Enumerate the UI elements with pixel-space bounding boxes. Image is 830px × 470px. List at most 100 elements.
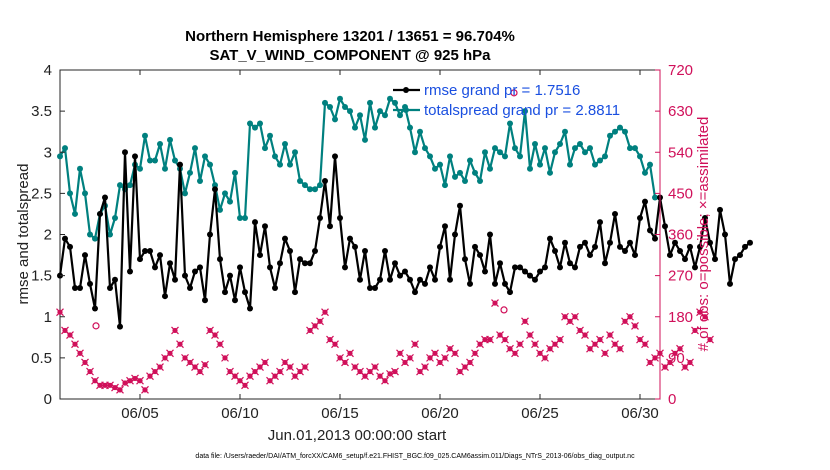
obs-point: [606, 331, 614, 339]
spread-point: [362, 136, 368, 143]
rmse-point: [722, 231, 728, 238]
obs-point: [531, 340, 539, 349]
obs-point: [391, 367, 399, 376]
y-tick-label-left: 4: [44, 62, 52, 79]
obs-point: [511, 349, 519, 358]
spread-point: [302, 182, 308, 189]
obs-point-cross: [411, 340, 419, 349]
rmse-point: [627, 239, 633, 246]
spread-point: [497, 149, 503, 156]
obs-point-cross: [526, 331, 534, 339]
obs-point: [211, 331, 219, 339]
obs-point-cross: [531, 340, 539, 349]
obs-point-cross: [76, 349, 84, 358]
spread-point: [552, 149, 558, 156]
rmse-point: [307, 260, 313, 267]
spread-point: [377, 108, 383, 115]
rmse-point: [142, 247, 148, 254]
spread-point: [422, 145, 428, 152]
obs-point-cross: [176, 340, 184, 349]
spread-point: [252, 124, 258, 131]
y-tick-label-left: 2.5: [31, 185, 52, 202]
y-tick-label-left: 3.5: [31, 103, 52, 120]
obs-point-cross: [211, 331, 219, 339]
rmse-point: [692, 264, 698, 271]
rmse-point: [152, 264, 158, 271]
spread-point: [352, 124, 358, 131]
obs-point: [201, 360, 209, 369]
obs-point-cross: [601, 349, 609, 358]
obs-point: [136, 376, 144, 385]
obs-point-cross: [676, 344, 684, 353]
x-tick-label: 06/20: [421, 405, 459, 422]
spread-point: [147, 157, 153, 164]
obs-point: [706, 335, 714, 344]
obs-point: [216, 340, 224, 349]
rmse-point: [682, 256, 688, 263]
spread-point: [547, 169, 553, 176]
spread-point: [417, 128, 423, 135]
obs-point: [626, 312, 634, 321]
spread-point: [82, 190, 88, 197]
rmse-point: [432, 276, 438, 283]
obs-point: [701, 312, 709, 321]
rmse-point: [72, 284, 78, 291]
spread-point: [382, 112, 388, 119]
obs-point-cross: [301, 363, 309, 371]
obs-point: [451, 349, 459, 358]
footnote: data file: /Users/raeder/DAI/ATM_forcXX/…: [195, 453, 635, 460]
series-layer: [56, 89, 753, 394]
obs-point-cross: [471, 349, 479, 358]
obs-point-cross: [346, 349, 354, 358]
rmse-point: [237, 264, 243, 271]
x-tick-label: 06/30: [621, 405, 659, 422]
spread-point: [342, 104, 348, 111]
spread-point: [562, 128, 568, 135]
obs-point-cross: [386, 369, 394, 378]
rmse-point: [332, 153, 338, 160]
rmse-point: [112, 276, 118, 283]
spread-point: [627, 145, 633, 152]
obs-possible-point: [500, 306, 508, 314]
rmse-point: [352, 243, 358, 250]
rmse-point: [412, 289, 418, 296]
obs-point-cross: [316, 317, 324, 326]
spread-point: [262, 145, 268, 152]
obs-point: [571, 312, 579, 321]
obs-point: [631, 321, 639, 330]
rmse-point: [117, 323, 123, 330]
spread-point: [652, 194, 658, 201]
rmse-point: [227, 272, 233, 279]
spread-point: [87, 231, 93, 238]
spread-point: [637, 153, 643, 160]
rmse-point: [632, 252, 638, 259]
rmse-point: [97, 210, 103, 217]
rmse-point: [697, 243, 703, 250]
obs-point-cross: [521, 317, 529, 326]
spread-point: [477, 178, 483, 185]
obs-point-cross: [556, 335, 564, 344]
spread-point: [647, 161, 653, 168]
spread-point: [632, 145, 638, 152]
obs-point: [541, 353, 549, 362]
obs-point-cross: [431, 349, 439, 358]
obs-point: [371, 363, 379, 371]
obs-point-cross: [391, 367, 399, 376]
obs-point: [556, 335, 564, 344]
rmse-point: [712, 256, 718, 263]
spread-point: [332, 116, 338, 123]
rmse-point: [272, 284, 278, 291]
spread-point: [167, 136, 173, 143]
obs-point-cross: [56, 308, 64, 317]
rmse-point: [527, 272, 533, 279]
obs-point: [526, 331, 534, 339]
rmse-point: [577, 243, 583, 250]
rmse-point: [492, 280, 498, 287]
obs-point: [166, 349, 174, 358]
obs-point-cross: [321, 308, 329, 317]
spread-point: [407, 124, 413, 131]
obs-point-cross: [451, 349, 459, 358]
obs-point-cross: [616, 344, 624, 353]
spread-point: [572, 145, 578, 152]
rmse-point: [502, 280, 508, 287]
